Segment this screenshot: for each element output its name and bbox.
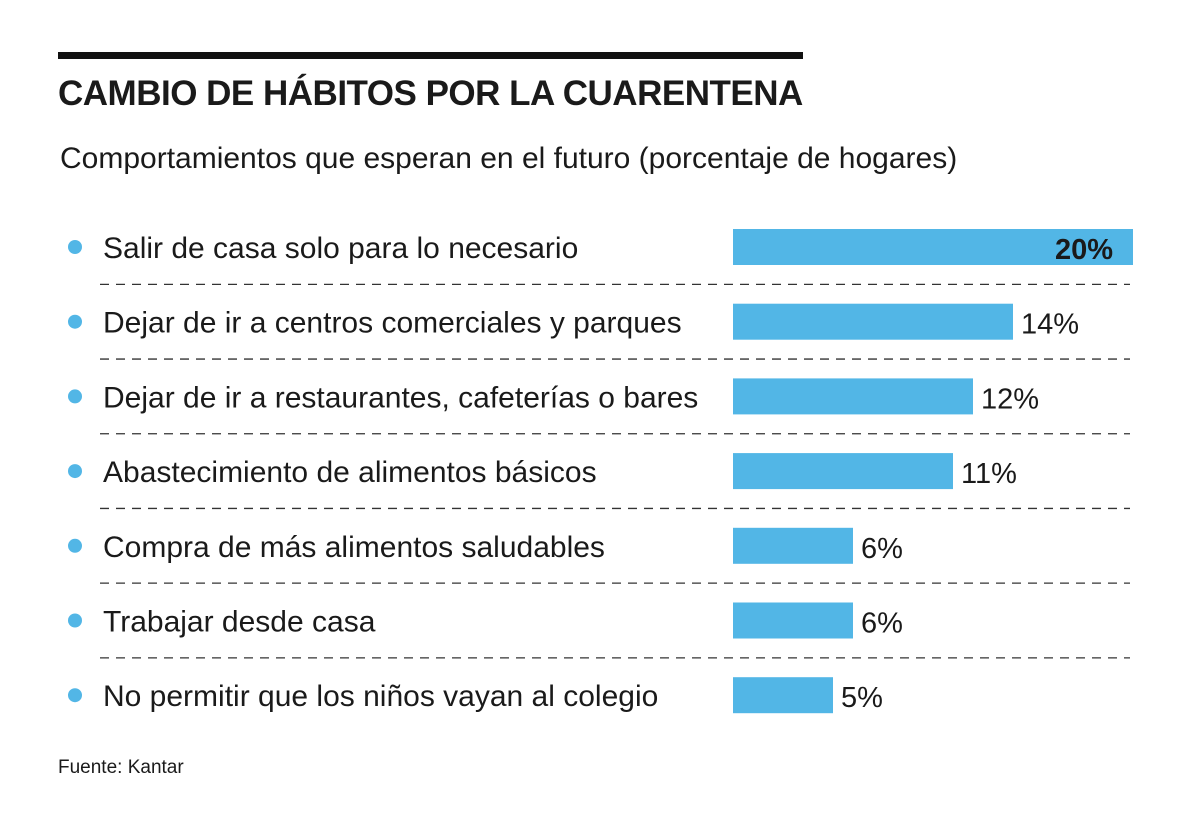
bullet-icon [68,240,82,254]
bar [733,677,833,714]
chart-subtitle: Comportamientos que esperan en el futuro… [60,142,958,175]
value-label: 6% [861,608,903,640]
bar [733,527,853,564]
bullet-icon [68,464,82,479]
bullet-icon [68,613,82,628]
value-label: 6% [861,533,903,565]
bar [733,378,973,415]
bullet-icon [68,688,82,703]
value-label: 5% [841,682,883,714]
value-label: 20% [1055,234,1113,266]
category-label: Dejar de ir a centros comerciales y parq… [103,307,682,340]
category-label: No permitir que los niños vayan al coleg… [103,680,658,713]
bullet-icon [68,389,82,404]
chart-title: CAMBIO DE HÁBITOS POR LA CUARENTENA [58,74,803,113]
value-label: 11% [961,458,1017,490]
source-note: Fuente: Kantar [58,757,184,778]
bar [733,453,953,490]
category-label: Trabajar desde casa [103,606,376,639]
category-label: Dejar de ir a restaurantes, cafeterías o… [103,381,698,414]
title-rule [58,52,803,59]
category-label: Salir de casa solo para lo necesario [103,232,578,265]
bar [733,602,853,639]
value-label: 12% [981,383,1039,415]
category-label: Abastecimiento de alimentos básicos [103,456,597,489]
bullet-icon [68,538,82,553]
value-label: 14% [1021,309,1079,341]
category-label: Compra de más alimentos saludables [103,531,605,564]
bar [733,303,1013,340]
bar [733,229,1133,265]
bullet-icon [68,314,82,329]
